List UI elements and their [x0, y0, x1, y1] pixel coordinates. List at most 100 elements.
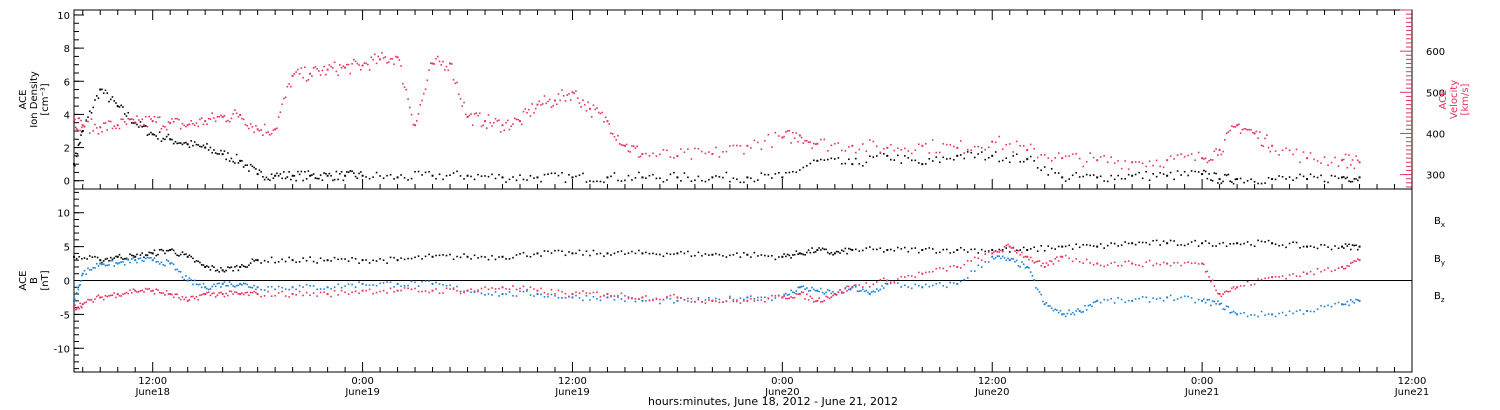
- data-point: [456, 81, 458, 84]
- data-point: [795, 171, 798, 174]
- data-point: [807, 290, 810, 292]
- y-tick-label-left: 0: [64, 177, 70, 188]
- data-point: [1138, 171, 1140, 174]
- data-point: [463, 253, 465, 255]
- data-point: [797, 253, 799, 255]
- data-point: [228, 290, 231, 292]
- data-point: [1203, 298, 1205, 300]
- data-point: [966, 148, 969, 151]
- data-point: [157, 289, 159, 291]
- data-point: [337, 258, 339, 261]
- data-point: [127, 259, 130, 261]
- data-point: [764, 254, 766, 257]
- data-point: [389, 287, 392, 290]
- data-point: [188, 123, 191, 126]
- data-point: [874, 291, 876, 293]
- data-point: [244, 266, 247, 268]
- data-point: [956, 154, 959, 157]
- data-point: [889, 158, 892, 161]
- data-point: [1346, 166, 1349, 169]
- data-point: [81, 124, 84, 127]
- data-point: [389, 281, 392, 284]
- data-point: [1096, 176, 1099, 179]
- data-point: [468, 114, 471, 117]
- data-point: [155, 288, 158, 291]
- data-point: [1234, 312, 1237, 314]
- data-point: [1215, 303, 1217, 305]
- data-point: [1103, 298, 1105, 301]
- data-point: [1127, 242, 1130, 245]
- data-point: [526, 255, 528, 258]
- data-point: [295, 179, 297, 182]
- data-point: [666, 252, 668, 255]
- data-point: [241, 264, 243, 266]
- data-point: [417, 255, 420, 257]
- data-point: [568, 173, 570, 176]
- data-point: [386, 174, 388, 177]
- series-By: [73, 255, 1361, 318]
- data-point: [1313, 310, 1315, 313]
- data-point: [1236, 242, 1239, 245]
- data-point: [1344, 153, 1347, 156]
- data-point: [325, 73, 327, 76]
- data-point: [351, 291, 353, 293]
- data-point: [1204, 157, 1207, 160]
- data-point: [206, 143, 208, 145]
- data-point: [592, 295, 595, 298]
- data-point: [879, 247, 882, 250]
- data-point: [610, 132, 612, 135]
- data-point: [659, 153, 661, 156]
- data-point: [910, 159, 913, 162]
- data-point: [540, 255, 542, 257]
- data-point: [246, 291, 248, 294]
- data-point: [1012, 247, 1015, 249]
- data-point: [841, 149, 843, 152]
- data-point: [798, 252, 801, 255]
- data-point: [165, 249, 168, 252]
- data-point: [284, 96, 287, 99]
- data-point: [274, 288, 276, 291]
- data-point: [207, 149, 210, 151]
- data-point: [893, 159, 896, 161]
- data-point: [1337, 177, 1340, 180]
- data-point: [190, 255, 192, 258]
- data-point: [1040, 293, 1043, 296]
- data-point: [1190, 262, 1193, 265]
- data-point: [879, 288, 882, 291]
- data-point: [1014, 260, 1016, 263]
- data-point: [790, 257, 792, 259]
- data-point: [582, 290, 584, 292]
- data-point: [281, 290, 283, 293]
- data-point: [176, 254, 178, 257]
- data-point: [74, 298, 76, 300]
- data-point: [452, 78, 455, 81]
- data-point: [484, 286, 486, 288]
- data-point: [816, 159, 819, 162]
- data-point: [715, 252, 717, 255]
- data-point: [330, 295, 332, 298]
- data-point: [118, 106, 121, 108]
- data-point: [1210, 158, 1212, 161]
- data-point: [865, 161, 868, 164]
- data-point: [213, 266, 215, 269]
- data-point: [1180, 244, 1182, 246]
- data-point: [115, 255, 117, 258]
- data-point: [858, 284, 861, 286]
- data-point: [127, 111, 130, 114]
- data-point: [1138, 264, 1140, 267]
- data-point: [174, 293, 177, 296]
- data-point: [1257, 315, 1259, 318]
- data-point: [111, 294, 114, 297]
- data-point: [480, 292, 483, 295]
- data-point: [790, 142, 792, 144]
- data-point: [79, 302, 81, 305]
- data-point: [1227, 131, 1230, 133]
- data-point: [431, 174, 434, 177]
- data-point: [582, 254, 584, 256]
- data-point: [358, 262, 360, 265]
- data-point: [935, 267, 938, 270]
- data-point: [1316, 267, 1319, 270]
- data-point: [1080, 311, 1083, 314]
- data-point: [1320, 243, 1322, 246]
- data-point: [1225, 290, 1228, 292]
